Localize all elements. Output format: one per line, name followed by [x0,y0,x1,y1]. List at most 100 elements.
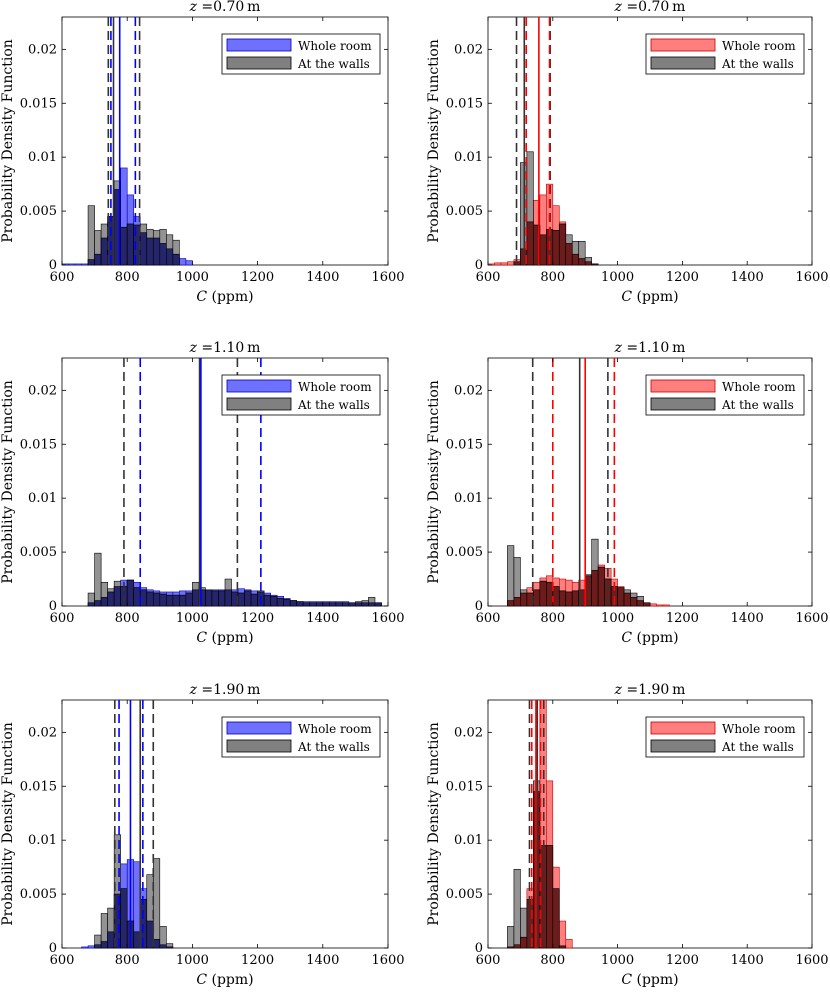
y-tick-label: 0.01 [28,150,57,165]
x-tick-label: 1400 [306,953,339,968]
legend-label-walls: At the walls [297,398,370,412]
y-tick-label: 0 [475,258,483,273]
overlap-bar [361,602,369,607]
legend-label-walls: At the walls [721,398,794,412]
y-tick-label: 0.02 [28,42,57,57]
overlap-bar [113,586,121,607]
y-axis-label: Probability Density Function [426,39,442,243]
overlap-bar [270,595,278,607]
overlap-bar [152,592,161,607]
overlap-bar [100,597,108,607]
whole-room-bar [507,261,515,266]
y-axis-label: Probability Density Function [426,380,442,584]
y-tick-label: 0.02 [454,725,483,740]
x-tick-label: 1600 [795,953,828,968]
subplot-5 [61,699,389,949]
y-tick-label: 0.015 [446,437,483,452]
x-tick-label: 800 [540,953,565,968]
legend-label-walls: At the walls [297,57,370,71]
y-tick-label: 0.01 [454,833,483,848]
overlap-bar [244,590,252,607]
overlap-bar [283,599,291,607]
x-tick-label: 600 [476,611,501,626]
overlap-bar [565,243,573,266]
legend-label-whole-room: Whole room [298,380,372,394]
x-tick-label: 1000 [601,611,634,626]
overlap-bar [146,591,154,607]
legend-swatch-whole-room [226,38,292,52]
y-tick-label: 0.005 [446,887,483,902]
subplot-title: z =1.10 m [614,340,686,356]
x-tick-label: 1400 [306,270,339,285]
walls-bar [507,545,515,607]
legend-label-whole-room: Whole room [722,39,796,53]
whole-room-bar [565,939,573,949]
overlap-bar [546,845,554,949]
x-tick-label: 800 [540,611,565,626]
overlap-bar [126,579,135,607]
overlap-bar [584,575,592,607]
x-tick-label: 1200 [241,611,274,626]
whole-room-bar [656,604,664,607]
overlap-bar [159,593,167,607]
overlap-bar [558,223,567,266]
overlap-bar [315,602,324,607]
y-tick-label: 0.01 [454,150,483,165]
whole-room-bar [74,263,82,266]
subplot-4 [487,357,813,607]
overlap-bar [623,592,631,607]
whole-room-bar [500,262,508,266]
overlap-bar [185,592,193,607]
x-tick-label: 1400 [306,611,339,626]
overlap-bar [630,597,638,607]
overlap-bar [552,586,560,607]
y-tick-label: 0.015 [446,96,483,111]
x-tick-label: 1200 [666,953,699,968]
overlap-bar [159,243,167,266]
overlap-bar [133,931,141,949]
overlap-bar [578,258,586,266]
overlap-bar [374,602,382,607]
whole-room-bar [68,263,76,266]
y-tick-label: 0 [49,599,57,614]
overlap-bar [322,602,330,607]
overlap-bar [139,589,148,607]
legend-swatch-whole-room [226,721,292,735]
overlap-bar [218,590,226,607]
y-axis-label: Probability Density Function [0,722,16,926]
legend-label-walls: At the walls [297,740,370,754]
whole-room-bar [81,946,89,949]
overlap-bar [133,587,141,607]
overlap-bar [507,946,515,949]
overlap-bar [87,259,95,266]
overlap-bar [533,589,541,607]
subplot-title: z =0.70 m [189,0,261,15]
legend-swatch-walls [226,397,292,411]
x-axis-label: C (ppm) [621,972,678,988]
y-tick-label: 0 [475,599,483,614]
overlap-bar [289,600,298,607]
walls-bar [94,552,102,607]
overlap-bar [591,570,599,607]
overlap-bar [94,944,102,949]
x-tick-label: 1600 [371,953,404,968]
overlap-bar [539,580,547,607]
legend-swatch-walls [650,739,716,753]
x-axis-label: C (ppm) [621,289,678,305]
x-tick-label: 600 [50,270,75,285]
y-tick-label: 0 [49,941,57,956]
overlap-bar [565,591,573,607]
y-tick-label: 0 [49,258,57,273]
x-axis-label: C (ppm) [196,630,253,646]
y-tick-label: 0.005 [20,887,57,902]
x-tick-label: 600 [476,270,501,285]
subplot-title: z =1.90 m [189,682,261,698]
overlap-bar [546,581,554,607]
overlap-bar [94,600,102,607]
whole-room-bar [87,945,95,949]
whole-room-bar [494,262,502,266]
overlap-bar [302,602,311,607]
overlap-bar [94,253,102,266]
subplot-title: z =0.70 m [614,0,686,15]
overlap-bar [513,597,521,607]
